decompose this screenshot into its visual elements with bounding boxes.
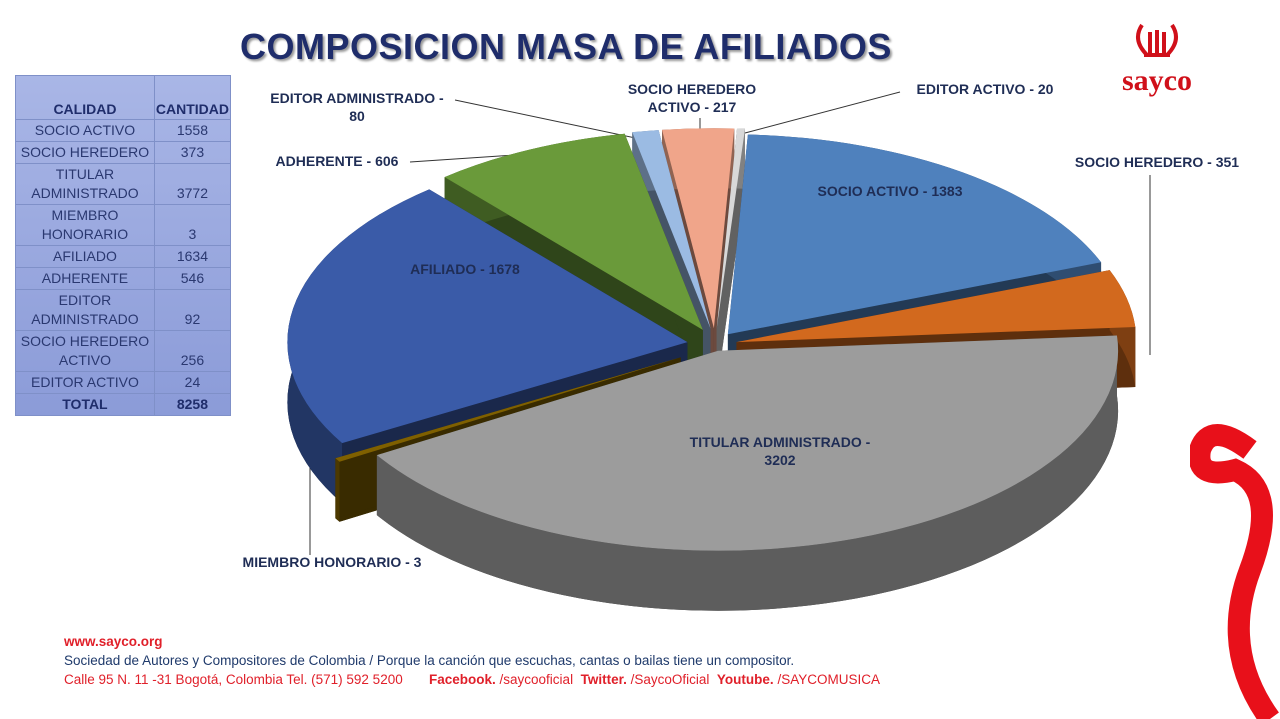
table-row: SOCIO HEREDERO ACTIVO 256 (15, 330, 232, 372)
data-label: EDITOR ADMINISTRADO - 80 (270, 90, 444, 124)
pie-slice-edge (376, 335, 1119, 611)
data-label: SOCIO ACTIVO - 1383 (817, 183, 963, 199)
data-label: AFILIADO - 1678 (410, 261, 520, 277)
table-row: SOCIO HEREDERO 373 (15, 141, 232, 164)
pie-slice-edge (335, 458, 340, 522)
pie-slice-adherente (444, 133, 703, 330)
youtube-link[interactable]: /SAYCOMUSICA (777, 672, 880, 687)
total-row: TOTAL 8258 (15, 393, 232, 416)
table-row: EDITOR ADMINISTRADO 92 (15, 289, 232, 331)
data-label: TITULAR ADMINISTRADO - 3202 (689, 434, 871, 468)
cell-calidad: MIEMBRO HONORARIO (15, 204, 155, 246)
facebook-label: Facebook. (428, 672, 496, 687)
cell-calidad: EDITOR ADMINISTRADO (15, 289, 155, 331)
footer-tagline: Sociedad de Autores y Compositores de Co… (64, 653, 795, 668)
leader-line (454, 99, 646, 141)
data-label: SOCIO HEREDERO ACTIVO - 217 (627, 81, 757, 115)
pie-slice-editor-administrado (632, 130, 711, 329)
pie-slice-miembro-honorario (335, 357, 681, 462)
table-row: MIEMBRO HONORARIO 3 (15, 204, 232, 246)
decorative-swirl (1190, 424, 1280, 719)
cell-calidad: SOCIO HEREDERO (15, 141, 155, 164)
twitter-link[interactable]: /SaycoOficial (630, 672, 710, 687)
lyre-icon (1136, 23, 1178, 57)
cell-cantidad: 373 (153, 141, 232, 164)
data-label: SOCIO HEREDERO - 351 (1074, 154, 1240, 170)
pie-slice-afiliado (287, 189, 688, 444)
pie-slice-side (716, 128, 746, 389)
cell-calidad: ADHERENTE (15, 267, 155, 290)
cell-cantidad: 92 (153, 289, 232, 331)
data-table: CALIDAD CANTIDAD SOCIO ACTIVO 1558 SOCIO HE… (15, 75, 232, 416)
pie-slice-socio-heredero-activo (662, 128, 735, 329)
total-value: 8258 (153, 393, 232, 416)
twitter-label: Twitter. (580, 672, 627, 687)
table-row: ADHERENTE 546 (15, 267, 232, 290)
cell-cantidad: 1558 (153, 119, 232, 142)
page-title: COMPOSICION MASA DE AFILIADOS (240, 26, 892, 67)
data-label: ADHERENTE - 606 (275, 153, 399, 169)
pie-slice-editor-activo (716, 128, 746, 329)
cell-cantidad: 3772 (153, 163, 232, 205)
cell-calidad: EDITOR ACTIVO (15, 371, 155, 394)
youtube-label: Youtube. (716, 672, 774, 687)
footer-url[interactable]: www.sayco.org (64, 634, 163, 649)
cell-calidad: TITULAR ADMINISTRADO (15, 163, 155, 205)
leader-line (744, 91, 901, 134)
cell-cantidad: 3 (153, 204, 232, 246)
table-row: SOCIO ACTIVO 1558 (15, 119, 232, 142)
data-label: MIEMBRO HONORARIO - 3 (242, 554, 422, 570)
sayco-logo: sayco (1122, 20, 1192, 98)
facebook-link[interactable]: /saycooficial (499, 672, 574, 687)
cell-calidad: SOCIO ACTIVO (15, 119, 155, 142)
table-row: EDITOR ACTIVO 24 (15, 371, 232, 394)
footer-contact: Calle 95 N. 11 -31 Bogotá, Colombia Tel.… (64, 672, 880, 687)
data-label: EDITOR ACTIVO - 20 (916, 81, 1054, 97)
pie-slice-titular-administrado (376, 335, 1119, 551)
pie-slice-socio-heredero (736, 270, 1136, 343)
address: Calle 95 N. 11 -31 Bogotá, Colombia Tel.… (64, 672, 403, 687)
pie-slice-socio-activo (727, 134, 1102, 335)
table-row: TITULAR ADMINISTRADO 3772 (15, 163, 232, 205)
